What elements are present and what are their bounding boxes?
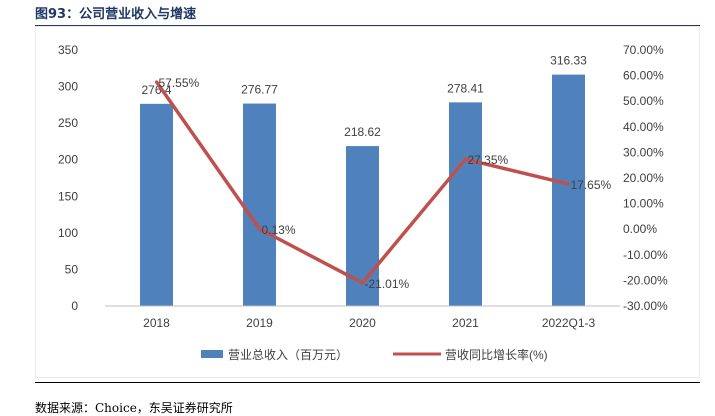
source-note: 数据来源：Choice，东吴证券研究所 [35,401,233,415]
y-right-tick-label: 20.00% [623,171,664,185]
revenue-growth-chart: 0 50 100 150 200 250 300 350 -30.00% -20.00% -10.… [35,26,700,378]
y-left-tick-label: 300 [58,80,78,94]
y-left-tick-label: 350 [58,43,78,57]
y-right-tick-label: 0.00% [623,222,657,236]
legend-line-label: 营收同比增长率(%) [445,347,548,362]
growth-rate-label: -21.01% [365,277,410,291]
growth-rate-point [155,80,158,84]
y-left-tick-label: 150 [58,189,78,203]
y-right-tick-label: -30.00% [623,299,668,313]
x-tick-label: 2019 [246,316,273,330]
growth-rate-point [567,182,570,186]
y-right-tick-label: 70.00% [623,43,664,57]
revenue-bar [552,74,585,306]
bottom-divider [35,382,700,383]
growth-rate-point [361,281,364,285]
x-tick-label: 2022Q1-3 [542,316,596,330]
growth-rate-label: 57.55% [159,76,200,90]
revenue-bar [140,103,173,306]
x-tick-label: 2021 [452,316,479,330]
revenue-bar [243,103,276,306]
bar-value-label: 316.33 [550,54,587,68]
growth-rate-label: 0.13% [262,223,296,237]
legend-bar-swatch [201,350,223,358]
y-right-tick-label: -10.00% [623,248,668,262]
growth-rate-label: 27.35% [468,153,509,167]
y-left-tick-label: 50 [65,262,79,276]
growth-rate-label: 17.65% [571,178,612,192]
growth-rate-point [258,227,261,231]
revenue-bar [449,102,482,306]
y-left-tick-label: 0 [71,299,78,313]
y-right-tick-label: 30.00% [623,145,664,159]
y-left-tick-label: 100 [58,226,78,240]
revenue-bar [346,146,379,306]
bar-value-label: 276.77 [241,83,278,97]
bar-value-label: 278.41 [447,81,484,95]
y-right-tick-label: -20.00% [623,273,668,287]
figure-title: 图93：公司营业收入与增速 [35,7,197,22]
legend-bar-label: 营业总收入（百万元） [228,348,348,362]
y-right-tick-label: 40.00% [623,120,664,134]
bar-value-label: 218.62 [344,125,381,139]
y-left-tick-label: 200 [58,153,78,167]
y-right-tick-label: 60.00% [623,69,664,83]
y-left-tick-label: 250 [58,116,78,130]
growth-rate-point [464,157,467,161]
y-right-tick-label: 50.00% [623,94,664,108]
x-tick-label: 2018 [143,316,170,330]
y-right-tick-label: 10.00% [623,197,664,211]
x-tick-label: 2020 [349,316,376,330]
